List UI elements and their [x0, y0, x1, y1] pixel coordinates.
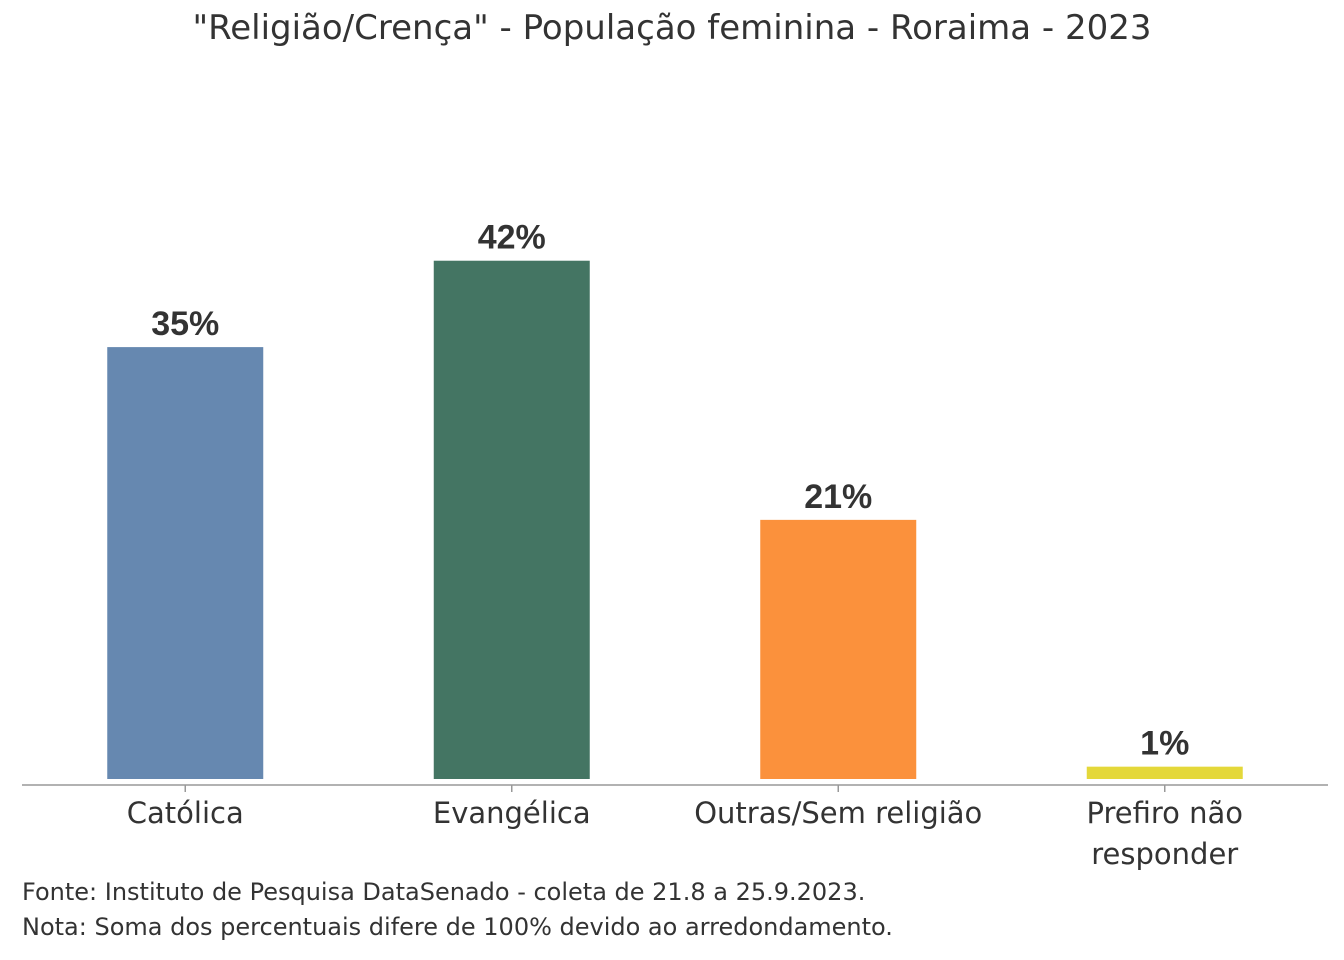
- x-tick-label: Outras/Sem religião: [694, 796, 982, 830]
- data-label: 35%: [151, 305, 219, 343]
- x-tick-label: Prefiro não: [1086, 796, 1243, 830]
- bar: [760, 519, 917, 779]
- data-label: 42%: [478, 219, 546, 257]
- x-tick-label: Católica: [127, 796, 244, 830]
- rounding-note: Nota: Soma dos percentuais difere de 100…: [22, 913, 893, 941]
- x-tick-label: Evangélica: [433, 796, 591, 830]
- chart-title: "Religião/Crença" - População feminina -…: [192, 8, 1152, 48]
- bar: [433, 260, 590, 780]
- source-note: Fonte: Instituto de Pesquisa DataSenado …: [22, 878, 866, 906]
- bar: [107, 347, 264, 779]
- bar: [1086, 766, 1243, 779]
- data-label: 21%: [804, 478, 872, 516]
- x-tick-label: responder: [1091, 837, 1238, 871]
- data-label: 1%: [1140, 725, 1189, 763]
